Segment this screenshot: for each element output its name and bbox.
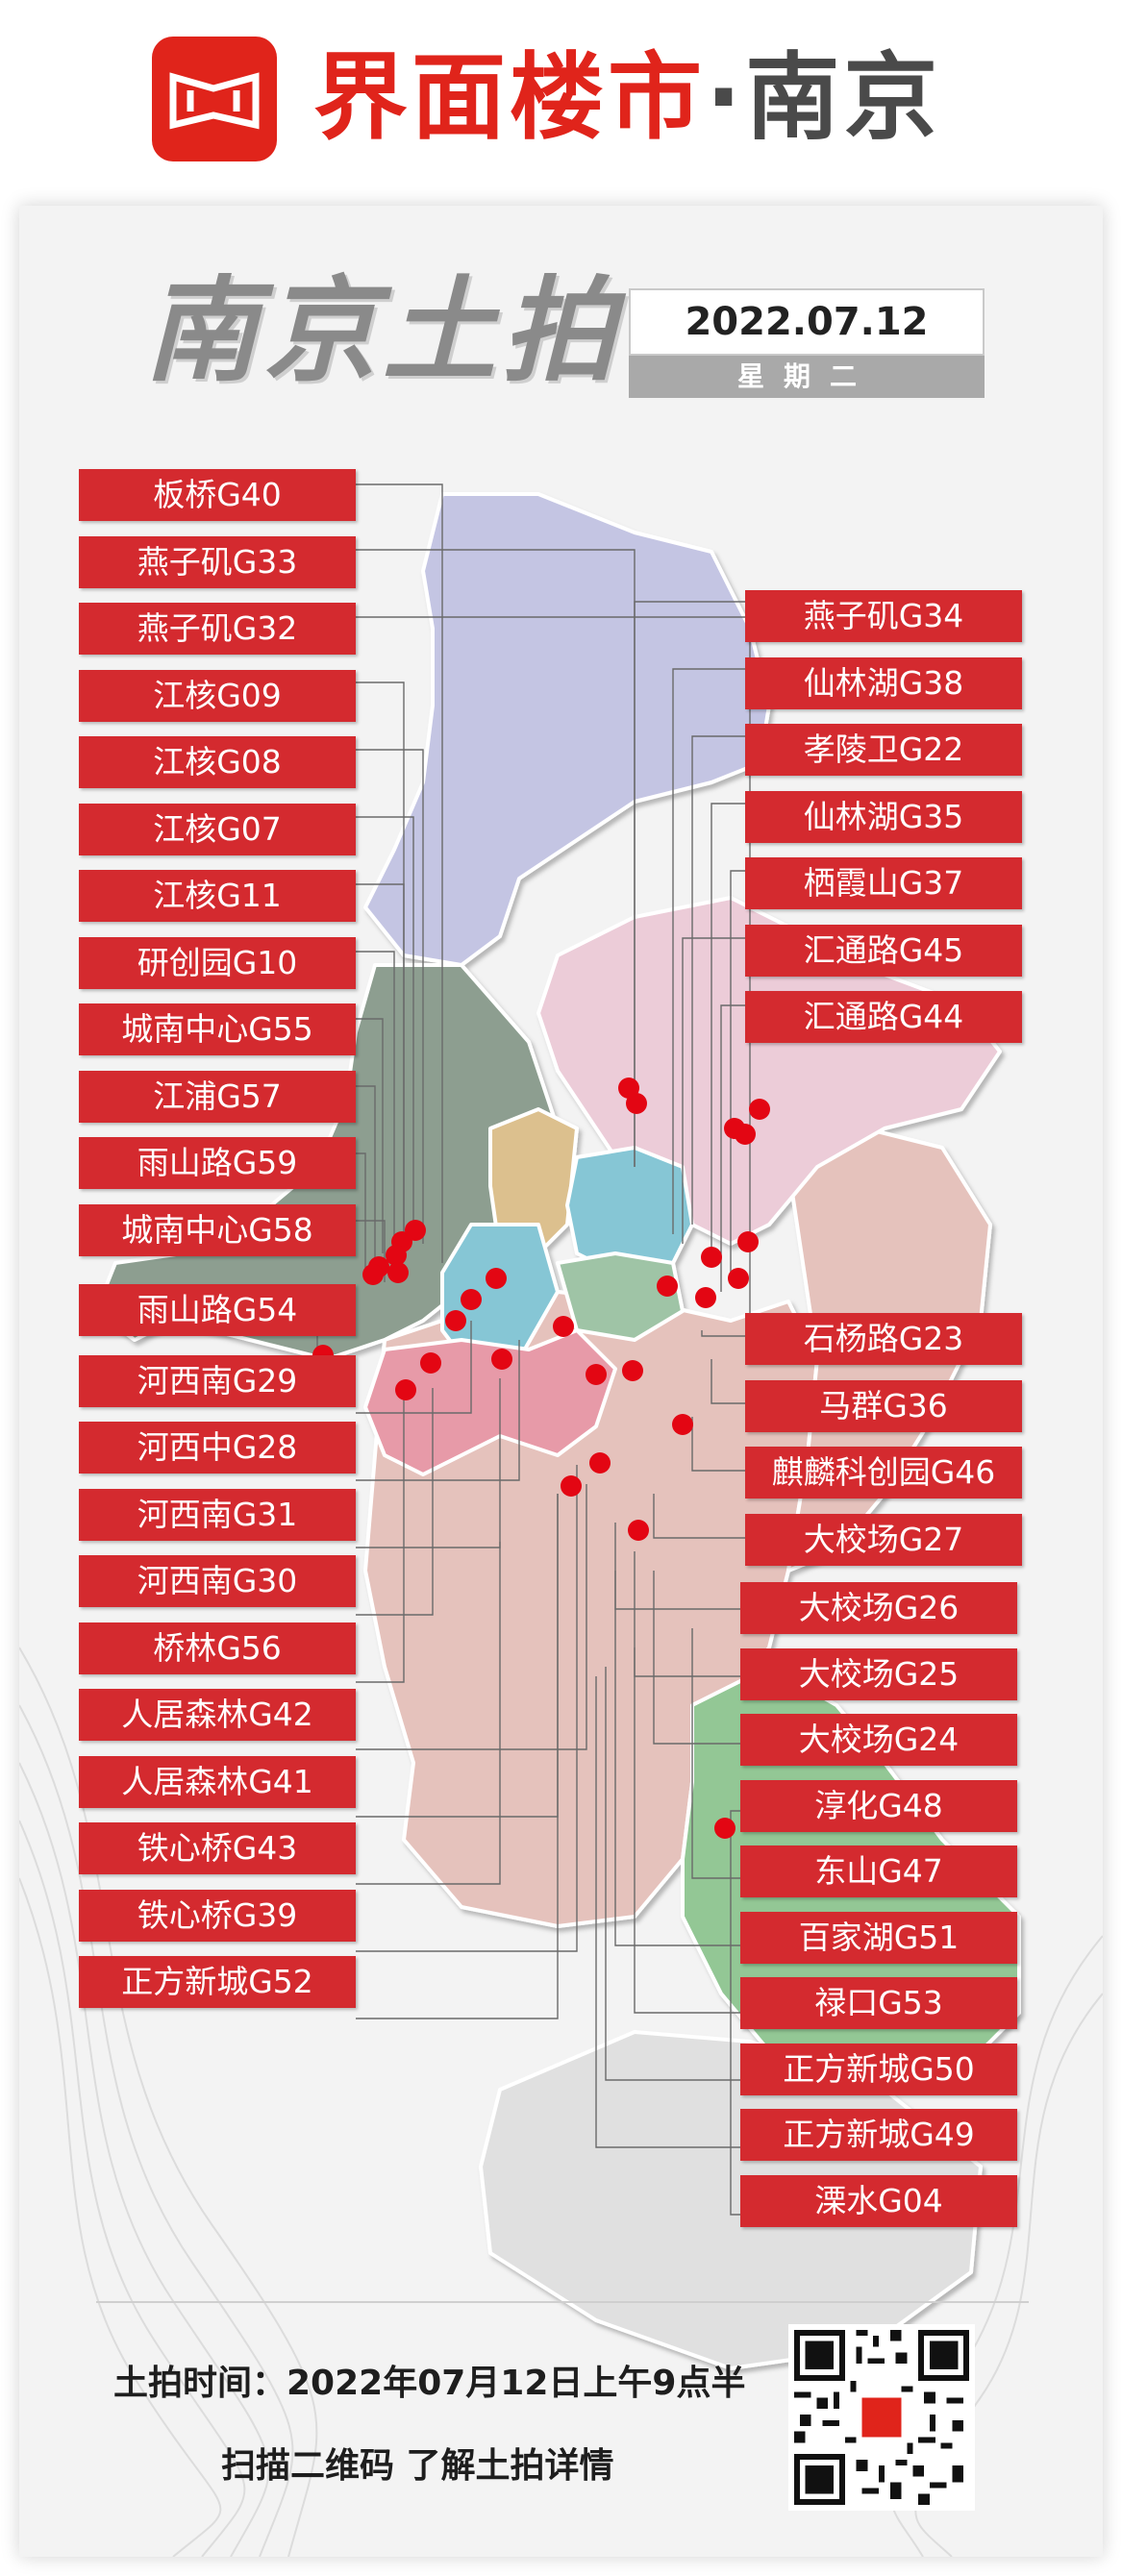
parcel-label-left: 铁心桥G39 bbox=[79, 1889, 356, 1942]
parcel-label-right: 禄口G53 bbox=[740, 1977, 1017, 2029]
parcel-label-right: 栖霞山G37 bbox=[745, 857, 1022, 909]
parcel-label-right: 溧水G04 bbox=[740, 2174, 1017, 2227]
scan-qr-prompt: 扫描二维码 了解土拍详情 bbox=[221, 2446, 614, 2486]
parcel-marker bbox=[420, 1352, 441, 1374]
brand-title: 界面楼市·南京 bbox=[313, 40, 941, 156]
parcel-label-left: 板桥G40 bbox=[79, 469, 356, 521]
parcel-label-right: 正方新城G49 bbox=[740, 2109, 1017, 2161]
parcel-label-right: 麒麟科创园G46 bbox=[745, 1447, 1022, 1499]
parcel-marker bbox=[561, 1475, 582, 1497]
parcel-marker bbox=[737, 1231, 759, 1252]
parcel-label-left: 江核G11 bbox=[79, 870, 356, 922]
parcel-label-left: 江核G07 bbox=[79, 803, 356, 855]
parcel-label-right: 汇通路G44 bbox=[745, 991, 1022, 1043]
nanjing-district-map bbox=[94, 483, 1021, 2370]
parcel-marker bbox=[628, 1520, 649, 1541]
qr-code-graphic bbox=[788, 2324, 975, 2511]
parcel-label-left: 研创园G10 bbox=[79, 936, 356, 989]
parcel-label-right: 百家湖G51 bbox=[740, 1911, 1017, 1964]
parcel-marker bbox=[362, 1264, 384, 1285]
decorative-background-lines bbox=[19, 1647, 1103, 2557]
parcel-label-left: 河西南G31 bbox=[79, 1488, 356, 1541]
parcel-label-right: 燕子矶G34 bbox=[745, 590, 1022, 642]
parcel-label-left: 河西南G30 bbox=[79, 1555, 356, 1607]
parcel-label-left: 铁心桥G43 bbox=[79, 1822, 356, 1874]
district-gulou bbox=[488, 1107, 579, 1255]
parcel-marker bbox=[626, 1093, 647, 1114]
brand-name: 界面楼市 bbox=[313, 43, 707, 153]
parcel-marker bbox=[461, 1289, 482, 1310]
parcel-marker bbox=[491, 1349, 512, 1370]
parcel-marker bbox=[387, 1262, 409, 1283]
parcel-label-left: 燕子矶G32 bbox=[79, 603, 356, 655]
parcel-marker bbox=[395, 1379, 416, 1400]
parcel-label-right: 大校场G25 bbox=[740, 1647, 1017, 1700]
poster-card: 南京土拍 2022.07.12 星期二 bbox=[19, 206, 1103, 2557]
parcel-marker bbox=[728, 1268, 749, 1289]
parcel-label-left: 江核G09 bbox=[79, 669, 356, 722]
auction-date: 2022.07.12 bbox=[629, 288, 985, 356]
brand-dot: · bbox=[706, 43, 746, 153]
parcel-marker bbox=[672, 1414, 693, 1435]
parcel-marker bbox=[386, 1245, 407, 1266]
parcel-label-left: 城南中心G58 bbox=[79, 1203, 356, 1256]
parcel-label-right: 大校场G27 bbox=[745, 1513, 1022, 1566]
header: 界面楼市·南京 bbox=[0, 0, 1122, 202]
brand-city: 南京 bbox=[745, 43, 942, 153]
parcel-label-right: 石杨路G23 bbox=[745, 1313, 1022, 1365]
parcel-marker bbox=[735, 1124, 756, 1145]
parcel-label-right: 仙林湖G38 bbox=[745, 656, 1022, 709]
parcel-label-left: 人居森林G42 bbox=[79, 1689, 356, 1741]
parcel-label-left: 雨山路G54 bbox=[79, 1284, 356, 1336]
parcel-label-right: 正方新城G50 bbox=[740, 2043, 1017, 2095]
parcel-marker bbox=[589, 1452, 611, 1474]
parcel-label-left: 河西南G29 bbox=[79, 1354, 356, 1407]
parcel-label-right: 马群G36 bbox=[745, 1379, 1022, 1432]
auction-weekday: 星期二 bbox=[629, 356, 985, 398]
parcel-marker bbox=[586, 1364, 607, 1385]
parcel-label-left: 正方新城G52 bbox=[79, 1956, 356, 2008]
parcel-label-left: 城南中心G55 bbox=[79, 1003, 356, 1055]
parcel-label-left: 江浦G57 bbox=[79, 1070, 356, 1123]
jiemian-logo-icon[interactable] bbox=[152, 37, 277, 161]
parcel-marker bbox=[749, 1099, 770, 1120]
parcel-marker bbox=[695, 1287, 716, 1308]
page-heading: 南京土拍 bbox=[144, 264, 622, 397]
parcel-label-right: 大校场G26 bbox=[740, 1582, 1017, 1634]
parcel-label-left: 燕子矶G33 bbox=[79, 535, 356, 588]
parcel-marker bbox=[405, 1220, 426, 1241]
parcel-label-right: 孝陵卫G22 bbox=[745, 724, 1022, 776]
district-liuhe bbox=[363, 492, 771, 967]
parcel-label-left: 人居森林G41 bbox=[79, 1755, 356, 1808]
parcel-label-right: 仙林湖G35 bbox=[745, 790, 1022, 843]
logo-graphic bbox=[169, 72, 260, 130]
parcel-marker bbox=[714, 1818, 736, 1839]
auction-time-text: 土拍时间：2022年07月12日上午9点半 bbox=[113, 2364, 746, 2403]
parcel-label-right: 淳化G48 bbox=[740, 1779, 1017, 1832]
parcel-marker bbox=[553, 1316, 574, 1337]
footer-divider bbox=[96, 2301, 1029, 2303]
parcel-marker bbox=[486, 1268, 507, 1289]
parcel-marker bbox=[622, 1360, 643, 1381]
parcel-label-right: 大校场G24 bbox=[740, 1714, 1017, 1766]
parcel-label-left: 江核G08 bbox=[79, 736, 356, 788]
parcel-marker bbox=[657, 1276, 678, 1297]
parcel-label-right: 东山G47 bbox=[740, 1845, 1017, 1897]
parcel-label-right: 汇通路G45 bbox=[745, 924, 1022, 977]
land-parcel-markers bbox=[312, 1077, 770, 1839]
parcel-marker bbox=[445, 1310, 466, 1331]
parcel-label-left: 河西中G28 bbox=[79, 1422, 356, 1474]
parcel-marker bbox=[701, 1247, 722, 1268]
parcel-label-left: 雨山路G59 bbox=[79, 1137, 356, 1189]
parcel-label-left: 桥林G56 bbox=[79, 1622, 356, 1674]
leader-lines bbox=[316, 483, 751, 2216]
qr-code-icon[interactable] bbox=[788, 2324, 975, 2511]
